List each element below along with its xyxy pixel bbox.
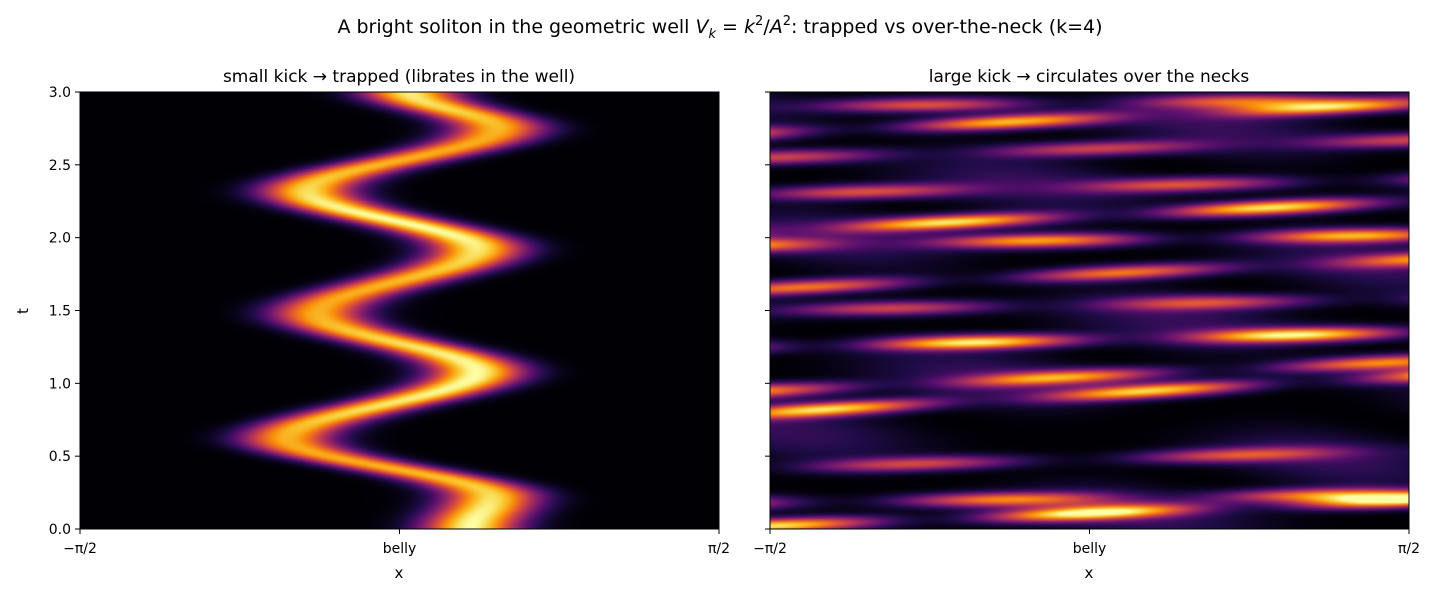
x-tick-label: −π/2 <box>753 541 787 557</box>
x-tick-label: belly <box>1073 541 1107 557</box>
x-ticks-trapped: −π/2 belly π/2 <box>63 529 730 557</box>
suptitle-math-sq: 2 <box>755 14 763 29</box>
x-tick-label: π/2 <box>708 541 730 557</box>
suptitle-math-slash: / <box>763 16 770 38</box>
y-tick-label: 1.5 <box>49 304 71 320</box>
x-ticks-circulating: −π/2 belly π/2 <box>753 529 1420 557</box>
suptitle-math-k-sub: k <box>708 27 716 42</box>
panel-title-circulating: large kick → circulates over the necks <box>929 67 1250 87</box>
x-tick-label: belly <box>383 541 417 557</box>
y-tick-label: 0.0 <box>49 522 71 538</box>
suptitle-math-k: k <box>744 16 756 38</box>
suptitle-math-eq: = <box>716 16 744 38</box>
panel-title-trapped: small kick → trapped (librates in the we… <box>223 67 575 87</box>
y-ticks-trapped: 0.0 0.5 1.0 1.5 2.0 2.5 3.0 <box>49 85 80 538</box>
suptitle-math-a: A <box>768 16 783 38</box>
suptitle-text-pre: A bright soliton in the geometric well <box>337 16 695 38</box>
heatmap-circulating <box>770 92 1409 529</box>
y-axis-label-trapped: t <box>14 308 32 314</box>
y-tick-label: 0.5 <box>49 449 71 465</box>
y-tick-label: 1.0 <box>49 376 71 392</box>
panel-circulating: large kick → circulates over the necks −… <box>753 67 1420 582</box>
x-axis-label-trapped: x <box>395 564 404 582</box>
y-ticks-circulating <box>765 91 770 530</box>
y-tick-label: 2.0 <box>49 231 71 247</box>
x-axis-label-circulating: x <box>1085 564 1094 582</box>
suptitle-math-v: V <box>695 16 710 38</box>
suptitle-math-sq2: 2 <box>783 14 791 29</box>
y-tick-label: 2.5 <box>49 158 71 174</box>
figure-suptitle: A bright soliton in the geometric well V… <box>337 14 1102 42</box>
x-tick-label: −π/2 <box>63 541 97 557</box>
x-tick-label: π/2 <box>1398 541 1420 557</box>
panel-trapped: small kick → trapped (librates in the we… <box>14 67 730 582</box>
heatmap-trapped <box>80 92 719 529</box>
y-tick-label: 3.0 <box>49 85 71 101</box>
suptitle-text-post: : trapped vs over-the-neck (k=4) <box>791 16 1103 38</box>
